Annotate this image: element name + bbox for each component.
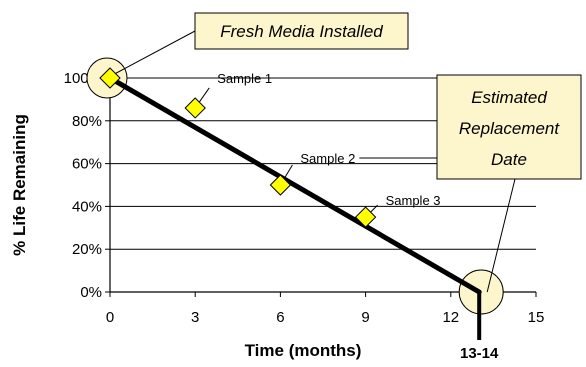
y-tick-label-20: 20% (72, 241, 102, 258)
sample-point-3 (354, 206, 377, 228)
sample-label-3: Sample 3 (386, 193, 441, 208)
end-marker-label: 13-14 (460, 345, 499, 362)
x-tick-label-12: 12 (442, 309, 459, 326)
start-callout-leader (106, 30, 196, 79)
sample-point-2 (269, 174, 292, 196)
sample-points (99, 67, 377, 228)
trend-line-group (107, 75, 482, 340)
end-callout-text-line-2: Replacement (459, 119, 560, 138)
x-axis-title: Time (months) (245, 341, 362, 360)
end-callout-text-line-3: Date (491, 150, 527, 169)
y-axis-title: % Life Remaining (10, 114, 29, 256)
start-point-marker (99, 67, 121, 89)
x-tick-label-6: 6 (276, 309, 284, 326)
start-callout-text: Fresh Media Installed (220, 22, 383, 41)
x-tick-label-0: 0 (106, 309, 114, 326)
labels: 13-14 Sample 1 Sample 2 Sample 3 (217, 71, 499, 362)
y-tick-label-40: 40% (72, 198, 102, 215)
sample-label-2: Sample 2 (300, 151, 355, 166)
end-callout-leader (486, 178, 516, 293)
callouts: Fresh Media Installed Estimated Replacemen… (194, 12, 582, 180)
sample-point-1 (184, 97, 206, 119)
y-tick-label-80: 80% (72, 113, 102, 130)
x-tick-label-3: 3 (191, 309, 199, 326)
x-tick-label-15: 15 (528, 309, 545, 326)
y-tick-label-0: 0% (80, 284, 102, 301)
sample-label-1: Sample 1 (217, 71, 272, 86)
x-tick-label-9: 9 (361, 309, 369, 326)
trend-line (107, 75, 482, 295)
start-callout-box (194, 12, 409, 50)
end-callout-box (436, 74, 582, 180)
y-tick-label-60: 60% (72, 156, 102, 173)
end-callout-text-line-1: Estimated (471, 88, 547, 107)
leader-lines (106, 30, 516, 293)
